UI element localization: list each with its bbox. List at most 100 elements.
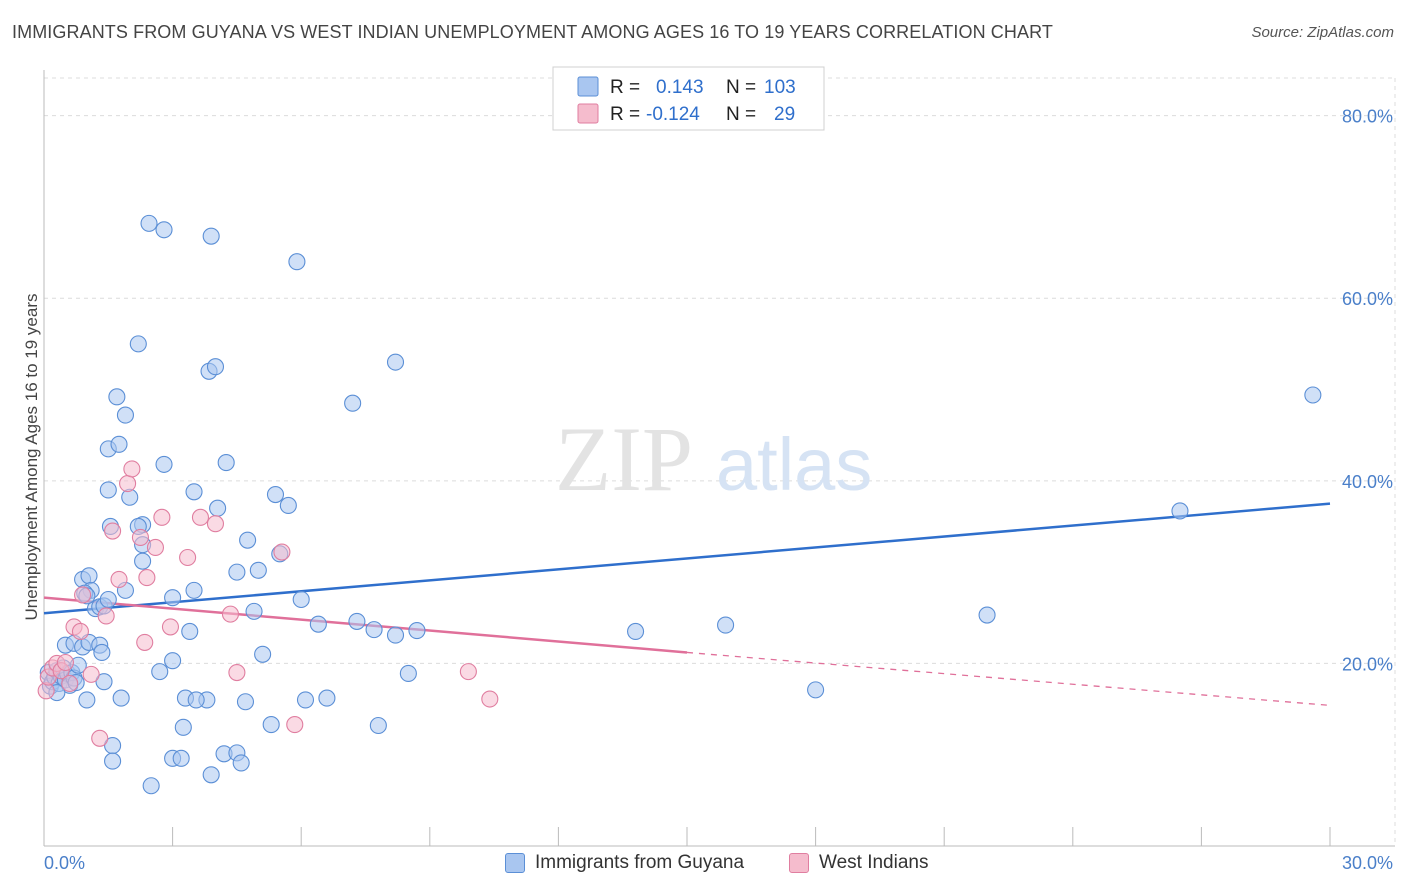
point-west-indians-15: [119, 475, 137, 493]
x-tick-label-1: 30.0%: [1342, 853, 1393, 873]
series-label-guyana: Immigrants from Guyana: [535, 852, 745, 873]
legend-r-label-2: R =: [610, 104, 640, 125]
point-guyana-30: [93, 643, 111, 662]
watermark: ZIP atlas: [555, 408, 872, 510]
y-axis-title: Unemployment Among Ages 16 to 19 years: [22, 294, 41, 621]
series-swatch-guyana: [505, 853, 525, 873]
point-west-indians-19: [138, 569, 156, 587]
point-west-indians-8: [71, 622, 89, 641]
point-guyana-33: [112, 689, 130, 707]
y-tick-label-2: 60.0%: [1342, 289, 1393, 309]
point-guyana-21: [80, 567, 98, 585]
point-guyana-83: [292, 590, 310, 609]
point-guyana-51: [151, 663, 169, 681]
point-guyana-44: [129, 335, 147, 353]
point-guyana-31: [95, 673, 113, 691]
series-legend: Immigrants from Guyana West Indians: [0, 852, 1406, 878]
series-legend-item-west-indians: West Indians: [789, 852, 928, 874]
point-guyana-41: [116, 406, 134, 424]
series-legend-item-guyana: Immigrants from Guyana: [505, 852, 744, 874]
point-guyana-82: [288, 253, 306, 271]
point-west-indians-18: [136, 633, 154, 651]
point-guyana-84: [296, 691, 315, 709]
point-guyana-100: [1171, 502, 1189, 520]
point-west-indians-14: [110, 570, 128, 588]
point-guyana-40: [108, 388, 126, 406]
legend: R = 0.143 N = 103 R = -0.124 N = 29: [552, 66, 825, 131]
legend-n-value-2: 29: [774, 104, 795, 125]
watermark-atlas: atlas: [716, 423, 872, 506]
point-west-indians-12: [97, 607, 115, 625]
y-tick-label-1: 40.0%: [1342, 472, 1393, 492]
point-guyana-47: [134, 552, 152, 570]
point-guyana-35: [104, 752, 122, 770]
point-guyana-99: [1304, 386, 1322, 404]
point-west-indians-24: [191, 508, 210, 526]
point-guyana-32: [78, 691, 96, 709]
point-west-indians-10: [82, 665, 100, 683]
point-guyana-39: [110, 435, 128, 453]
point-west-indians-29: [286, 716, 304, 734]
legend-r-value-1: 0.143: [656, 77, 704, 98]
legend-swatch-pink: [577, 103, 599, 124]
point-guyana-90: [369, 716, 387, 735]
trend-line-west-indians-extension: [686, 651, 1331, 707]
point-west-indians-20: [146, 538, 165, 557]
point-guyana-28: [99, 590, 117, 609]
point-west-indians-5: [56, 653, 74, 672]
point-guyana-75: [245, 602, 263, 620]
point-west-indians-28: [273, 543, 291, 561]
point-west-indians-21: [153, 508, 171, 526]
point-guyana-53: [164, 652, 182, 670]
point-west-indians-22: [161, 618, 180, 636]
point-guyana-67: [209, 499, 227, 517]
legend-r-value-2: -0.124: [646, 104, 700, 125]
point-guyana-87: [344, 394, 362, 412]
point-guyana-48: [142, 777, 160, 795]
point-guyana-54: [164, 589, 182, 607]
point-guyana-96: [717, 616, 735, 634]
point-guyana-91: [386, 626, 405, 644]
y-tick-label-3: 80.0%: [1342, 107, 1393, 127]
point-west-indians-17: [131, 528, 149, 546]
point-guyana-52: [155, 455, 173, 473]
point-west-indians-13: [104, 522, 122, 540]
point-guyana-77: [254, 645, 272, 663]
legend-swatch-blue: [577, 76, 599, 97]
point-guyana-56: [172, 749, 190, 767]
point-guyana-61: [185, 483, 203, 501]
chart-title: IMMIGRANTS FROM GUYANA VS WEST INDIAN UN…: [12, 22, 1053, 42]
point-west-indians-26: [221, 605, 240, 623]
point-guyana-65: [202, 227, 220, 245]
point-guyana-74: [239, 531, 257, 549]
series-label-west-indians: West Indians: [819, 852, 929, 873]
point-guyana-89: [365, 621, 383, 639]
point-guyana-36: [99, 481, 117, 499]
trend-lines: [43, 502, 1331, 707]
point-west-indians-25: [206, 515, 225, 533]
x-tick-label-0: 0.0%: [44, 853, 85, 873]
y-tick-label-0: 20.0%: [1342, 654, 1393, 674]
point-guyana-79: [266, 485, 285, 504]
trend-line-guyana: [43, 502, 1331, 615]
point-guyana-98: [978, 606, 996, 624]
point-guyana-59: [181, 622, 199, 641]
point-guyana-94: [408, 621, 426, 640]
legend-r-label-1: R =: [610, 77, 640, 98]
point-west-indians-6: [61, 674, 79, 693]
point-guyana-50: [155, 221, 173, 239]
point-guyana-64: [202, 766, 220, 784]
point-west-indians-31: [481, 690, 499, 708]
point-guyana-72: [232, 754, 250, 772]
point-guyana-76: [249, 561, 267, 579]
trend-line-west-indians: [43, 596, 688, 654]
point-guyana-95: [627, 622, 645, 641]
point-guyana-101: [187, 691, 205, 709]
point-guyana-85: [309, 615, 327, 633]
data-points: [37, 214, 1322, 795]
watermark-zip: ZIP: [555, 408, 693, 510]
point-guyana-93: [399, 664, 417, 683]
point-guyana-70: [228, 563, 246, 581]
point-west-indians-27: [228, 663, 246, 682]
